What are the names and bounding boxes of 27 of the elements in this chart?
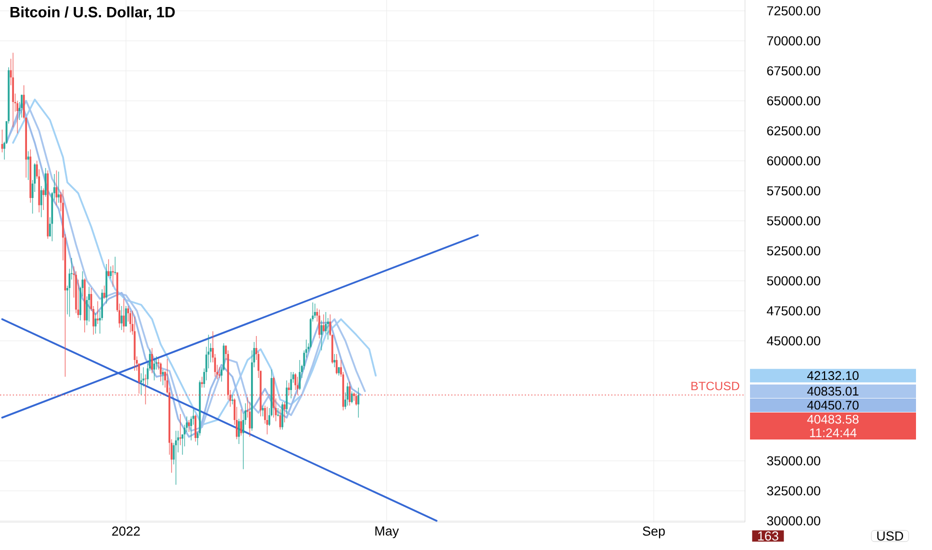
- text: 163: [758, 531, 778, 541]
- y-tick-label: 62500.00: [767, 126, 820, 136]
- y-tick-label: 55000.00: [767, 216, 820, 226]
- y-tick-label: 32500.00: [767, 486, 820, 496]
- chart-title: Bitcoin / U.S. Dollar, 1D: [10, 6, 175, 20]
- y-tick-label: 45000.00: [766, 336, 820, 346]
- text: 40835.01: [807, 386, 858, 396]
- x-tick-label: May: [375, 526, 399, 538]
- y-tick-label: 52500.00: [767, 246, 820, 256]
- y-tick-label: 72500.00: [767, 6, 820, 16]
- y-tick-label: 70000.00: [767, 36, 820, 46]
- y-tick-label: 50000.00: [767, 276, 820, 286]
- x-tick-label: Sep: [642, 526, 665, 538]
- text: 40450.70: [807, 400, 859, 410]
- y-tick-label: 65000.00: [767, 96, 820, 106]
- text: 11:24:44: [810, 428, 857, 438]
- text: USD: [877, 531, 904, 541]
- y-tick-label: 47500.00: [766, 306, 820, 316]
- text: 42132.10: [807, 371, 859, 380]
- y-tick-label: 67500.00: [767, 66, 820, 76]
- y-tick-label: 30000.00: [767, 516, 820, 526]
- y-tick-label: 57500.00: [767, 186, 820, 196]
- y-tick-label: 60000.00: [767, 156, 820, 166]
- text: 40483.58: [807, 414, 859, 424]
- y-tick-label: 35000.00: [767, 456, 820, 466]
- ref-line-label: BTCUSD: [691, 382, 740, 390]
- x-tick-label: 2022: [112, 526, 140, 536]
